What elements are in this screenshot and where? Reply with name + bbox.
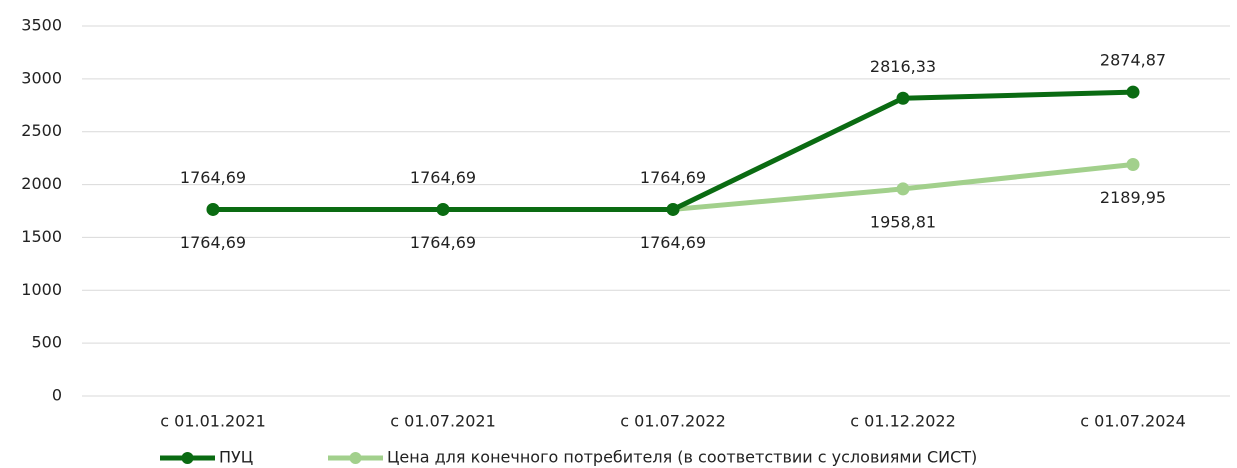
data-point xyxy=(1126,85,1140,99)
data-label: 1764,69 xyxy=(180,168,246,187)
x-tick-label: с 01.07.2024 xyxy=(1080,412,1186,431)
data-label: 1958,81 xyxy=(870,212,936,231)
data-point xyxy=(206,202,220,216)
legend-label: ПУЦ xyxy=(219,448,253,467)
data-point xyxy=(896,91,910,105)
data-label: 1764,69 xyxy=(410,233,476,252)
x-tick-label: с 01.12.2022 xyxy=(850,412,956,431)
series-line xyxy=(213,89,1134,212)
x-tick-label: с 01.01.2021 xyxy=(160,412,266,431)
data-label: 1764,69 xyxy=(640,168,706,187)
y-tick-label: 1000 xyxy=(21,280,62,299)
data-point xyxy=(1126,157,1140,171)
data-label: 1764,69 xyxy=(410,168,476,187)
data-label: 1764,69 xyxy=(180,233,246,252)
data-point xyxy=(666,202,680,216)
y-tick-label: 2000 xyxy=(21,174,62,193)
legend-marker xyxy=(181,452,194,464)
legend-label: Цена для конечного потребителя (в соотве… xyxy=(387,448,977,467)
y-tick-label: 3500 xyxy=(21,16,62,35)
legend-marker xyxy=(349,452,362,464)
data-label: 2189,95 xyxy=(1100,188,1166,207)
data-label: 2874,87 xyxy=(1100,51,1166,70)
y-tick-label: 3000 xyxy=(21,68,62,87)
y-tick-label: 500 xyxy=(31,333,62,352)
data-label: 1764,69 xyxy=(640,233,706,252)
y-tick-label: 0 xyxy=(52,386,62,405)
y-tick-label: 2500 xyxy=(21,121,62,140)
data-point xyxy=(436,202,450,216)
data-point xyxy=(896,182,910,196)
x-tick-label: с 01.07.2021 xyxy=(390,412,496,431)
y-tick-label: 1500 xyxy=(21,227,62,246)
x-tick-label: с 01.07.2022 xyxy=(620,412,726,431)
data-label: 2816,33 xyxy=(870,57,936,76)
